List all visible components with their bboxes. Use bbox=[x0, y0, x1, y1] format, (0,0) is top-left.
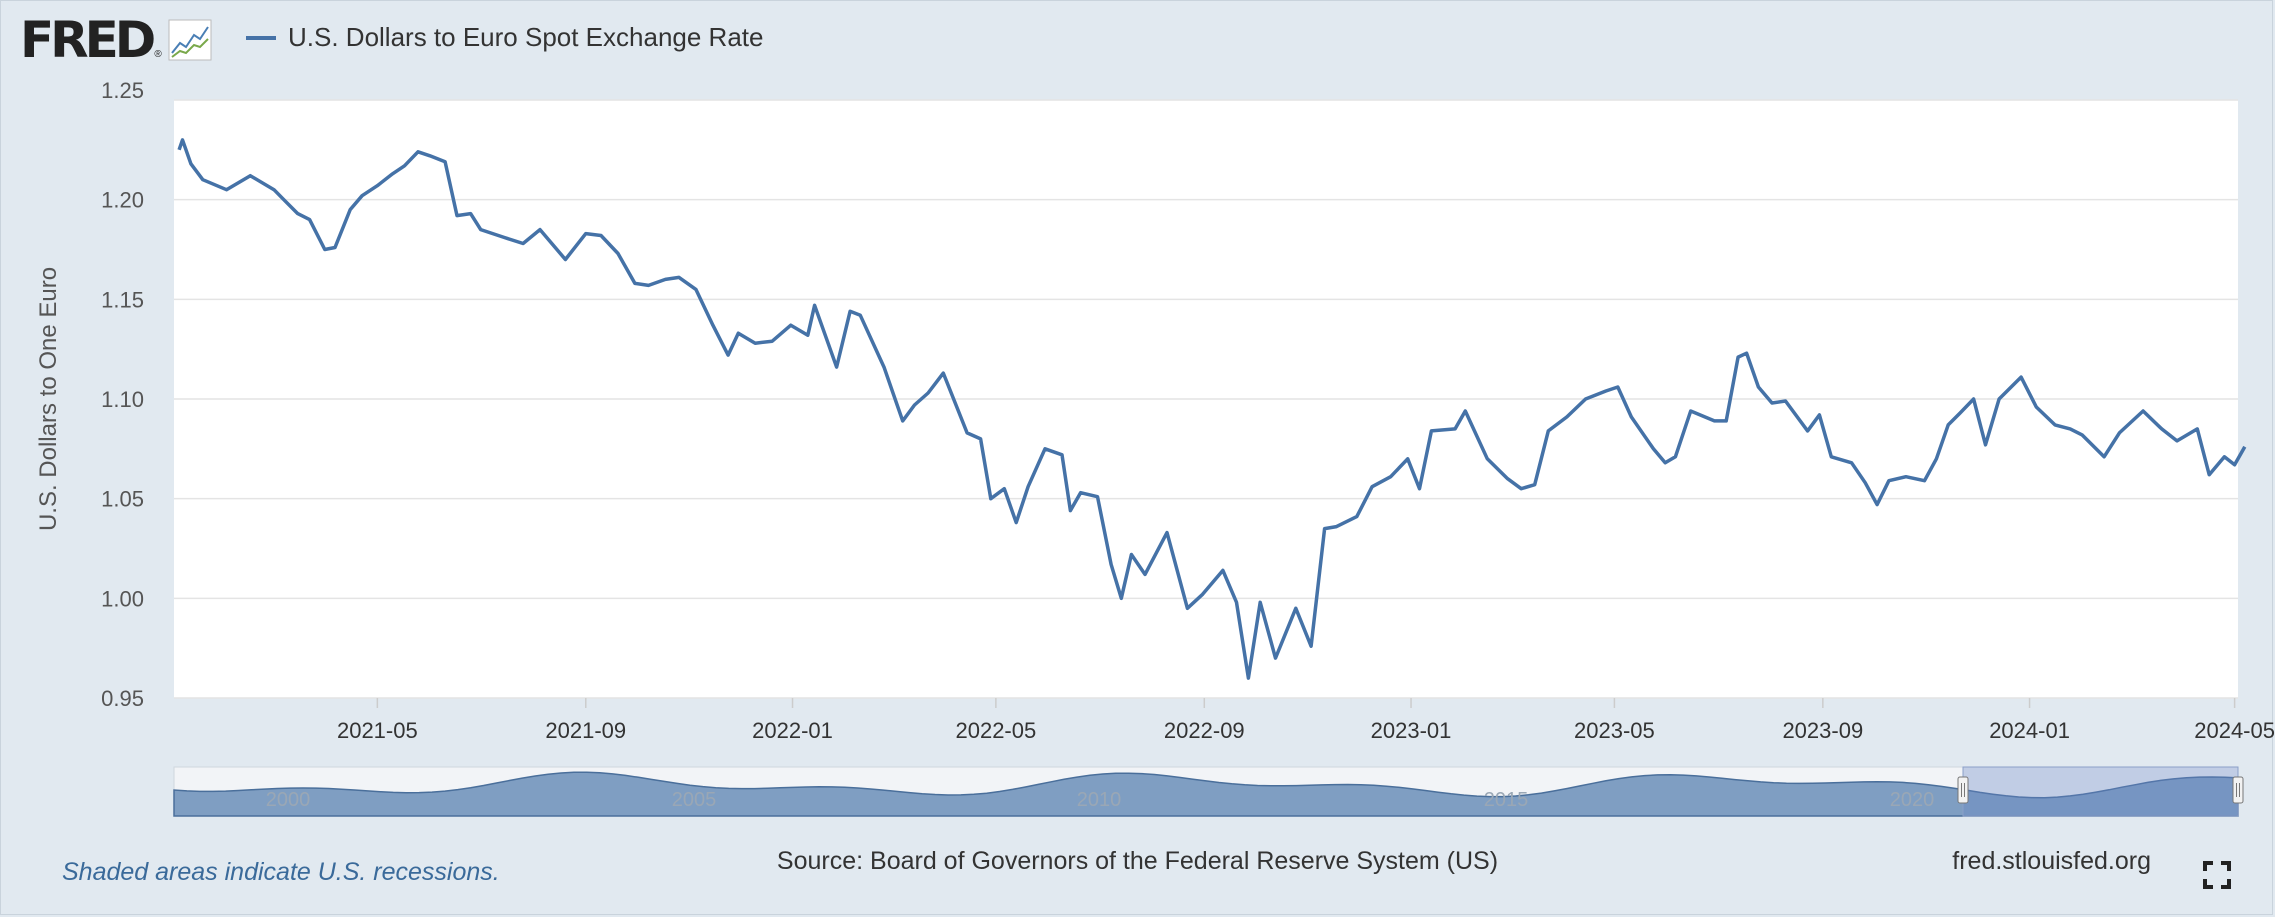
x-tick-label: 2021-05 bbox=[337, 718, 418, 743]
y-tick-label: 1.10 bbox=[101, 387, 144, 412]
logo-wordmark: FRED bbox=[20, 11, 156, 69]
navigator-handle[interactable] bbox=[2232, 776, 2244, 804]
legend-label: U.S. Dollars to Euro Spot Exchange Rate bbox=[288, 22, 764, 52]
x-tick-label: 2022-05 bbox=[955, 718, 1036, 743]
x-tick-label: 2021-09 bbox=[545, 718, 626, 743]
navigator-area bbox=[173, 771, 2239, 817]
site-link[interactable]: fred.stlouisfed.org bbox=[1952, 847, 2151, 875]
navigator-year-label: 2015 bbox=[1484, 789, 1529, 811]
navigator-year-label: 2000 bbox=[266, 789, 311, 811]
recession-note: Shaded areas indicate U.S. recessions. bbox=[62, 858, 500, 886]
y-tick-label: 1.20 bbox=[101, 188, 144, 213]
fred-logo[interactable]: FRED ® bbox=[20, 14, 212, 66]
y-axis-label: U.S. Dollars to One Euro bbox=[35, 267, 62, 531]
y-tick-label: 1.05 bbox=[101, 487, 144, 512]
x-tick-label: 2022-09 bbox=[1164, 718, 1245, 743]
fullscreen-expand-icon[interactable] bbox=[2203, 861, 2231, 889]
navigator-year-label: 2010 bbox=[1077, 789, 1122, 811]
logo-registered-mark: ® bbox=[154, 49, 162, 60]
navigator-selection[interactable] bbox=[1962, 766, 2239, 817]
navigator-year-label: 2020 bbox=[1890, 789, 1935, 811]
y-tick-label: 0.95 bbox=[101, 686, 144, 711]
legend-item[interactable]: U.S. Dollars to Euro Spot Exchange Rate bbox=[246, 22, 763, 53]
x-tick-label: 2022-01 bbox=[752, 718, 833, 743]
y-tick-label: 1.15 bbox=[101, 287, 144, 312]
navigator-handle[interactable] bbox=[1957, 776, 1969, 804]
x-tick-label: 2024-05 bbox=[2194, 718, 2275, 743]
x-tick-label: 2023-01 bbox=[1371, 718, 1452, 743]
x-tick-label: 2023-09 bbox=[1782, 718, 1863, 743]
x-tick-label: 2023-05 bbox=[1574, 718, 1655, 743]
y-tick-label: 1.00 bbox=[101, 586, 144, 611]
x-tick-label: 2024-01 bbox=[1989, 718, 2070, 743]
source-credit: Source: Board of Governors of the Federa… bbox=[776, 847, 1499, 875]
line-graph-icon bbox=[168, 19, 212, 61]
y-tick-label: 1.25 bbox=[101, 78, 144, 103]
navigator-year-label: 2005 bbox=[672, 789, 717, 811]
legend-swatch bbox=[246, 35, 276, 40]
